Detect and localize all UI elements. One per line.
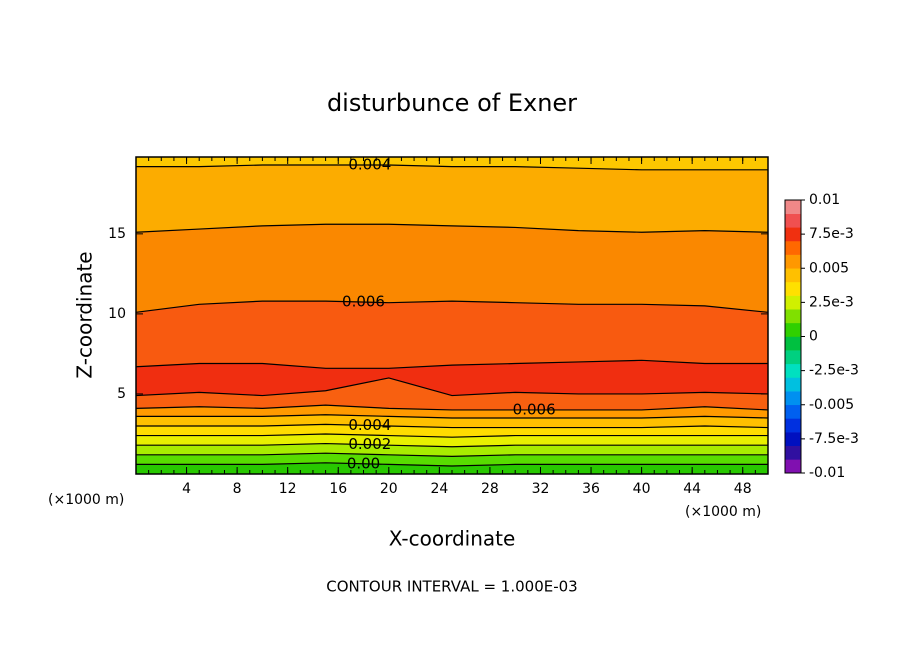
x-tick-label: 48 [734,481,752,497]
y-tick-label: 5 [117,386,126,402]
chart-title: disturbunce of Exner [327,89,577,117]
colorbar-cell [785,459,801,474]
colorbar-tick-label: -0.01 [809,465,845,481]
contour-line [135,300,769,313]
colorbar-cell [785,377,801,392]
colorbar-cell [785,391,801,406]
x-tick-label: 36 [582,481,600,497]
colorbar-cell [785,404,801,419]
contour-label: 0.006 [342,293,385,311]
colorbar-cell [785,213,801,228]
x-tick-label: 40 [633,481,651,497]
x-tick-label: 20 [380,481,398,497]
colorbar-cell [785,445,801,460]
colorbar-cell [785,432,801,446]
colorbar-cell [785,418,801,433]
y-tick-label: 15 [108,226,126,242]
colorbar-cell [785,268,801,283]
y-axis-label: Z-coordinate [73,251,97,378]
colorbar-tick-label: -7.5e-3 [809,431,859,447]
footnote: CONTOUR INTERVAL = 1.000E-03 [326,578,577,596]
x-tick-label: 44 [683,481,701,497]
colorbar-cell [785,363,801,378]
x-unit: (×1000 m) [685,504,761,520]
colorbar-tick-label: 0.005 [809,260,849,276]
x-tick-label: 32 [532,481,550,497]
contour-line [136,423,769,429]
x-tick-label: 4 [182,481,191,497]
colorbar-cell [785,309,801,324]
contour-band [135,164,769,233]
x-axis-label: X-coordinate [389,527,516,551]
contour-line [136,442,768,448]
colorbar-cell [785,240,801,255]
contour-band [135,300,769,369]
colorbar-cell [785,295,801,310]
contour-line [135,359,768,369]
contour-line [135,404,769,411]
contour-line [135,223,769,233]
contour-line [136,433,768,438]
colorbar-cell [785,336,801,351]
y-tick-label: 10 [108,306,126,322]
colorbar-tick-label: 7.5e-3 [809,226,854,242]
x-tick-label: 12 [279,481,297,497]
contour-line [135,377,769,397]
colorbar-cell [785,350,801,365]
colorbar-tick-label: 0 [809,329,818,345]
colorbar-tick-label: -2.5e-3 [809,363,859,379]
x-unit: (×1000 m) [48,492,124,508]
contour-line [136,164,768,171]
colorbar-cell [785,281,801,296]
contour-line [136,414,769,419]
x-tick-label: 8 [233,481,242,497]
contour-label: 0.00 [347,454,380,472]
contour-line [136,452,768,457]
x-tick-label: 28 [481,481,499,497]
colorbar-cell [785,200,801,214]
contour-label: 0.004 [348,416,391,434]
contour-band [135,223,769,313]
contour-label: 0.004 [348,156,391,174]
colorbar-tick-label: 2.5e-3 [809,294,854,310]
colorbar-tick-label: -0.005 [809,397,854,413]
x-tick-label: 16 [329,481,347,497]
colorbar-cell [785,254,801,269]
contour-label: 0.006 [513,400,556,418]
colorbar-cell [785,227,801,242]
colorbar-cell [785,322,801,337]
x-tick-label: 24 [430,481,448,497]
contour-line [136,462,768,467]
colorbar-tick-label: 0.01 [809,192,840,208]
contour-label: 0.002 [348,435,391,453]
